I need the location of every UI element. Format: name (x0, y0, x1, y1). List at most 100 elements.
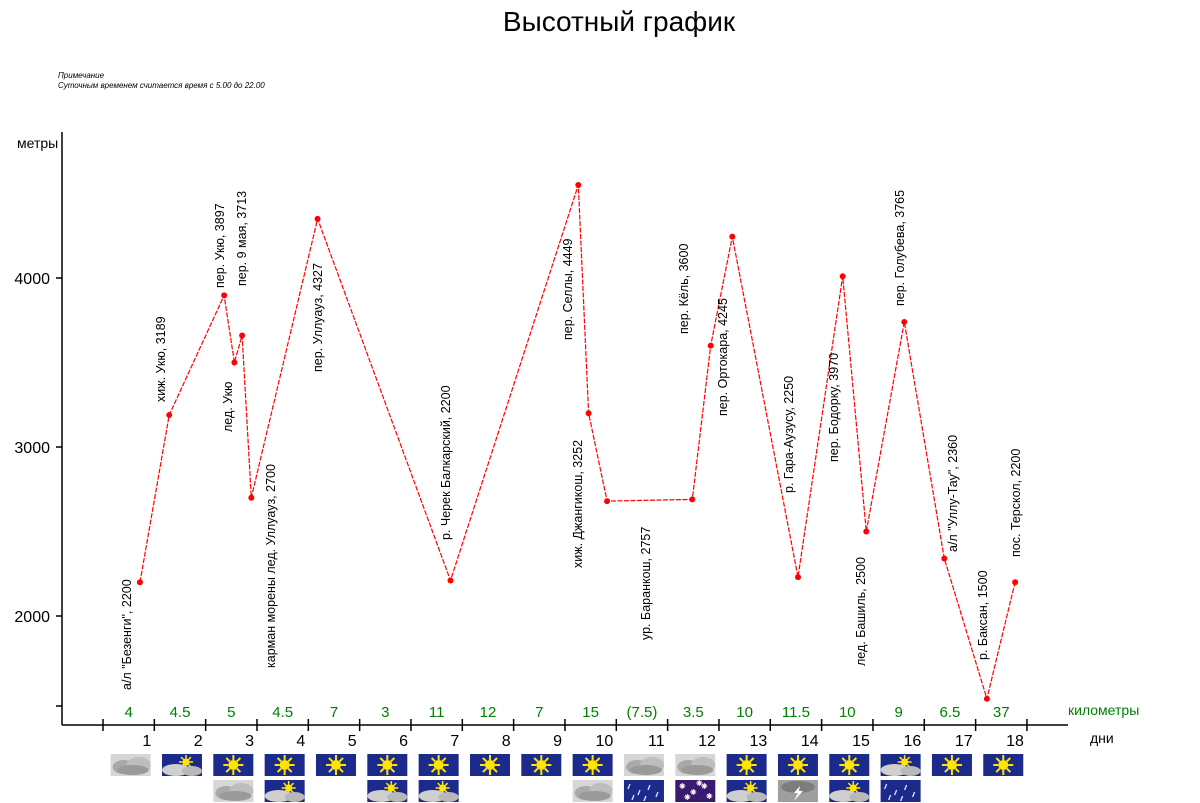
sunny-weather-icon (418, 754, 459, 776)
day-label: 5 (348, 733, 357, 750)
day-label: 8 (502, 733, 511, 750)
elevation-point (239, 332, 246, 339)
km-label: (7.5) (627, 704, 658, 721)
partly-sunny-weather-icon (367, 780, 408, 802)
km-label: 10 (736, 704, 753, 721)
point-label: пер. Уллуауз, 4327 (311, 263, 325, 372)
day-label: 12 (698, 733, 716, 750)
point-label: р. Баксан, 1500 (976, 570, 990, 660)
elevation-point (575, 182, 582, 189)
point-label: пер. Кёль, 3600 (677, 244, 691, 334)
cloudy-weather-icon (110, 754, 151, 776)
point-label: лед. Башиль, 2500 (854, 557, 868, 666)
day-label: 4 (296, 733, 305, 750)
day-label: 6 (399, 733, 408, 750)
sunny-weather-icon (572, 754, 613, 776)
km-label: 4.5 (170, 704, 191, 721)
day-label: 11 (648, 733, 665, 750)
sunny-weather-icon (777, 754, 818, 776)
elevation-point (166, 412, 173, 419)
elevation-point (248, 494, 255, 501)
point-label: лед. Укю (221, 382, 235, 432)
partly-sunny-weather-icon (726, 780, 767, 802)
partly-sunny-weather-icon (264, 780, 305, 802)
elevation-point (689, 496, 696, 503)
sunny-weather-icon (213, 754, 254, 776)
elevation-point (901, 318, 908, 325)
point-label: хиж. Укю, 3189 (154, 316, 168, 402)
partly-sunny-weather-icon (418, 780, 459, 802)
km-label: 4.5 (272, 704, 293, 721)
note-text: Суточным временем считается время с 5.00… (58, 81, 265, 90)
sunny-weather-icon (264, 754, 305, 776)
km-label: 10 (839, 704, 856, 721)
km-label: 15 (582, 704, 599, 721)
rain-weather-icon (880, 780, 921, 802)
km-label: 7 (535, 704, 543, 721)
sunny-weather-icon (829, 754, 870, 776)
point-label: пер. Укю, 3897 (213, 203, 227, 288)
km-label: 3.5 (683, 704, 704, 721)
km-label: 37 (993, 704, 1010, 721)
day-label: 10 (596, 733, 614, 750)
day-label: 13 (749, 733, 767, 750)
elevation-point (1012, 579, 1019, 586)
y-tick-label: 4000 (14, 271, 50, 288)
elevation-point (585, 410, 592, 417)
point-label: хиж. Джангикош, 3252 (571, 440, 585, 568)
y-tick-label: 2000 (14, 609, 50, 626)
point-label: пос. Терскол, 2200 (1009, 449, 1023, 557)
cloudy-weather-icon (572, 780, 613, 802)
elevation-point (707, 342, 714, 349)
y-axis-label: метры (17, 135, 58, 151)
km-label: 6.5 (940, 704, 961, 721)
y-tick-label: 3000 (14, 440, 50, 457)
point-label: карман морены лед. Уллуауз, 2700 (264, 464, 278, 668)
day-label: 18 (1006, 733, 1024, 750)
km-label: 9 (894, 704, 902, 721)
x-axis-label: дни (1090, 730, 1114, 746)
point-label: пер. Бодорку, 3970 (827, 353, 841, 462)
point-label: ур. Баранкош, 2757 (639, 527, 653, 640)
sunny-weather-icon (521, 754, 562, 776)
point-label: пер. 9 мая, 3713 (235, 191, 249, 286)
point-label: а/л "Безенги", 2200 (120, 579, 134, 690)
elevation-point (795, 574, 802, 581)
elevation-point (231, 359, 238, 366)
sunny-weather-icon (315, 754, 356, 776)
day-label: 14 (801, 733, 819, 750)
elevation-point (136, 579, 143, 586)
cloudy-weather-icon (675, 754, 716, 776)
day-label: 3 (245, 733, 254, 750)
km-label: 5 (227, 704, 235, 721)
day-label: 9 (553, 733, 562, 750)
elevation-point (447, 577, 454, 584)
sunny-weather-icon (469, 754, 510, 776)
point-label: пер. Ортокара, 4245 (716, 298, 730, 416)
thunder-weather-icon (777, 780, 818, 802)
km-label: 3 (381, 704, 389, 721)
elevation-point (604, 498, 611, 505)
point-label: а/л "Уллу-Тау", 2360 (946, 435, 960, 552)
elevation-point (314, 215, 321, 222)
sunny-weather-icon (983, 754, 1024, 776)
point-label: пер. Голубева, 3765 (893, 190, 907, 306)
km-label: 12 (480, 704, 497, 721)
km-label: 11.5 (782, 704, 810, 721)
day-label: 7 (450, 733, 459, 750)
elevation-point (941, 555, 948, 562)
point-label: пер. Селлы, 4449 (561, 238, 575, 340)
day-label: 16 (903, 733, 921, 750)
sunny-weather-icon (931, 754, 972, 776)
elevation-point (863, 528, 870, 535)
day-label: 2 (194, 733, 203, 750)
elevation-point (983, 695, 990, 702)
partly-sunny-weather-icon (829, 780, 870, 802)
day-label: 1 (142, 733, 151, 750)
km-label: 7 (330, 704, 338, 721)
partly-sunny-weather-icon (880, 754, 921, 776)
km-label: 11 (429, 704, 445, 721)
chart-title: Высотный график (503, 6, 736, 37)
elevation-point (729, 233, 736, 240)
day-label: 15 (852, 733, 870, 750)
